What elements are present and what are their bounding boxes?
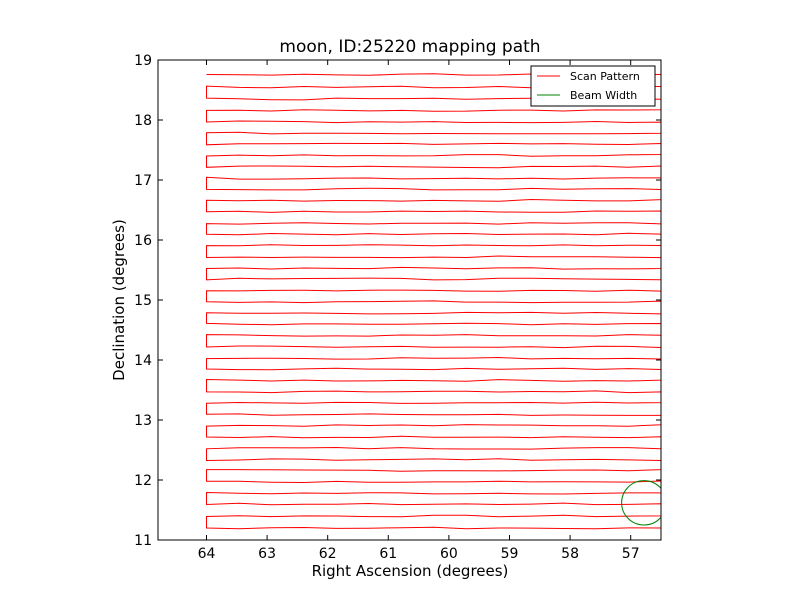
legend-box	[530, 65, 656, 107]
x-tick-label: 59	[501, 546, 519, 562]
y-tick-label: 15	[134, 293, 152, 309]
x-tick-label: 61	[379, 546, 397, 562]
legend-label-scan-pattern: Scan Pattern	[570, 70, 640, 83]
legend-label-beam-width: Beam Width	[570, 89, 637, 102]
beam-width-circle	[621, 480, 661, 526]
x-tick-label: 62	[319, 546, 337, 562]
y-tick-label: 17	[134, 173, 152, 189]
scan-pattern-line	[206, 73, 661, 530]
series-layer	[206, 73, 661, 530]
y-tick-label: 12	[134, 473, 152, 489]
y-tick-label: 13	[134, 413, 152, 429]
x-tick-label: 64	[198, 546, 216, 562]
y-tick-label: 11	[134, 533, 152, 549]
legend: Scan Pattern Beam Width	[530, 65, 656, 107]
x-tick-label: 57	[622, 546, 640, 562]
y-axis-ticks: 11 12 13 14 15 16 17 18 19	[134, 53, 661, 549]
x-tick-label: 63	[258, 546, 276, 562]
x-tick-label: 58	[561, 546, 579, 562]
y-tick-label: 19	[134, 53, 152, 69]
chart-title: moon, ID:25220 mapping path	[279, 37, 540, 57]
y-tick-label: 18	[134, 113, 152, 129]
x-axis-label: Right Ascension (degrees)	[312, 562, 509, 580]
x-tick-label: 60	[440, 546, 458, 562]
x-axis-ticks: 64 63 62 61 60 59 58 57	[198, 60, 640, 562]
y-tick-label: 14	[134, 353, 152, 369]
y-axis-label: Declination (degrees)	[110, 219, 128, 381]
y-tick-label: 16	[134, 233, 152, 249]
